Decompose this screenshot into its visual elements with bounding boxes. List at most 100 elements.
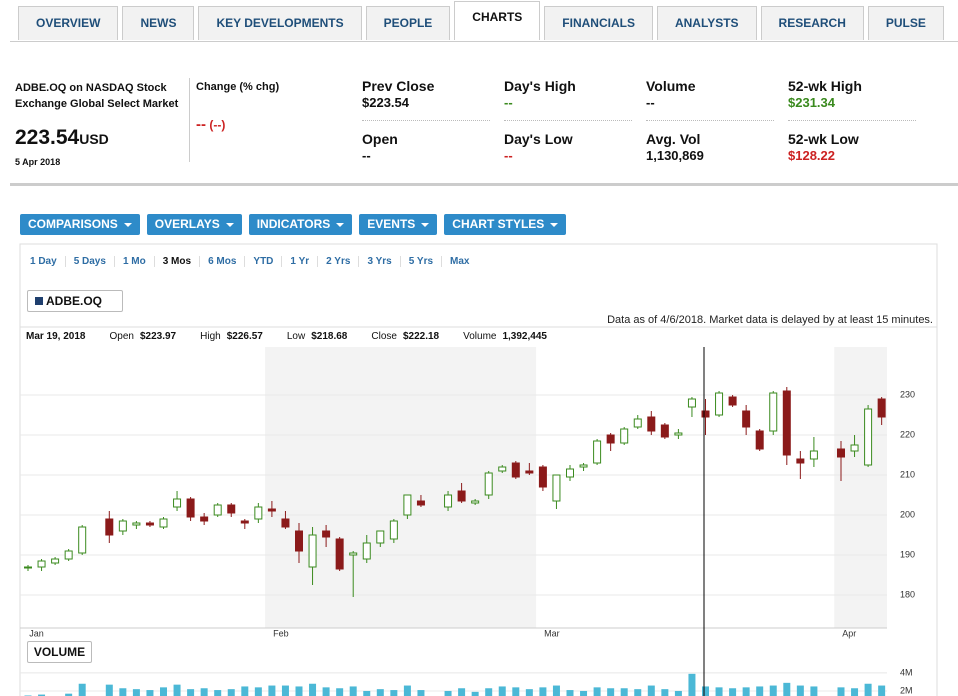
range-button[interactable]: 6 Mos bbox=[199, 256, 244, 267]
candle-body bbox=[877, 398, 886, 418]
tab-bar: OVERVIEW NEWS KEY DEVELOPMENTS PEOPLE CHARTS… bbox=[18, 1, 944, 40]
volume-bar bbox=[661, 689, 669, 696]
currency: USD bbox=[79, 131, 109, 147]
candle-body bbox=[335, 538, 344, 570]
candle-body bbox=[769, 392, 778, 432]
candle-body bbox=[403, 494, 412, 516]
volume-bar bbox=[756, 686, 764, 696]
price: 223.54USD bbox=[15, 126, 109, 150]
field-value: 1,130,869 bbox=[646, 148, 704, 163]
range-button[interactable]: 1 Yr bbox=[281, 256, 317, 267]
candle-body bbox=[105, 518, 114, 536]
dropdown-button[interactable]: COMPARISONS bbox=[20, 214, 140, 235]
candle-body bbox=[145, 522, 154, 526]
instrument-name: ADBE.OQ on NASDAQ Stock Exchange Global … bbox=[15, 82, 179, 110]
divider bbox=[10, 183, 958, 186]
candle-body bbox=[64, 550, 73, 560]
y-tick-label: 190 bbox=[900, 549, 915, 559]
range-button[interactable]: YTD bbox=[244, 256, 281, 267]
info-value: $218.68 bbox=[311, 331, 348, 342]
volume-bar bbox=[783, 682, 791, 696]
tab[interactable]: RESEARCH bbox=[760, 6, 864, 40]
range-button[interactable]: Max bbox=[441, 256, 477, 267]
volume-bar bbox=[620, 688, 628, 696]
tab[interactable]: ANALYSTS bbox=[656, 6, 757, 40]
volume-bar bbox=[214, 690, 222, 696]
range-selector: 1 Day 5 Days 1 Mo 3 Mos 6 Mos YTD 1 Yr 2 Yrs 3 Y… bbox=[30, 256, 477, 267]
field-label: 52-wk Low bbox=[788, 131, 859, 147]
change-pct: (--) bbox=[209, 118, 226, 132]
volume-bar bbox=[200, 688, 208, 696]
legend-label: ADBE.OQ bbox=[46, 294, 103, 308]
range-button[interactable]: 3 Yrs bbox=[358, 256, 399, 267]
tab[interactable]: KEY DEVELOPMENTS bbox=[198, 6, 362, 40]
candle-body bbox=[416, 500, 425, 506]
volume-bar bbox=[119, 688, 127, 696]
range-button[interactable]: 1 Mo bbox=[113, 256, 154, 267]
tab[interactable]: NEWS bbox=[122, 6, 195, 40]
candle-body bbox=[444, 494, 453, 508]
tab[interactable]: FINANCIALS bbox=[544, 6, 653, 40]
range-button[interactable]: 5 Days bbox=[64, 256, 114, 267]
field-value: $223.54 bbox=[362, 95, 409, 110]
candle-body bbox=[78, 526, 87, 554]
dropdown-button[interactable]: EVENTS bbox=[359, 214, 438, 235]
range-button[interactable]: 3 Mos bbox=[153, 256, 199, 267]
hover-info: Mar 19, 2018 Open $223.97 High $226.57 Low $21… bbox=[26, 331, 565, 342]
candle-body bbox=[484, 472, 493, 496]
volume-bar bbox=[498, 686, 506, 696]
change-value: -- bbox=[196, 116, 206, 133]
change: -- (--) bbox=[196, 116, 225, 133]
volume-bar bbox=[593, 687, 601, 696]
range-button[interactable]: 2 Yrs bbox=[317, 256, 358, 267]
volume-bar bbox=[132, 689, 140, 696]
candle-body bbox=[742, 410, 751, 428]
x-tick-label: Apr bbox=[842, 628, 856, 638]
volume-bar bbox=[309, 683, 317, 696]
volume-bar bbox=[336, 688, 344, 696]
volume-bar bbox=[376, 689, 384, 696]
range-button[interactable]: 1 Day bbox=[30, 256, 57, 267]
candle-body bbox=[186, 498, 195, 518]
tab[interactable]: OVERVIEW bbox=[18, 6, 119, 40]
candle-body bbox=[755, 430, 764, 450]
field-label: Prev Close bbox=[362, 78, 435, 94]
dotted-rule bbox=[362, 120, 490, 121]
y-tick-label: 210 bbox=[900, 469, 915, 479]
x-tick-label: Jan bbox=[29, 628, 44, 638]
candle-body bbox=[566, 468, 574, 478]
tab[interactable]: PEOPLE bbox=[365, 6, 451, 40]
candle-body bbox=[633, 418, 642, 428]
dropdown-button[interactable]: OVERLAYS bbox=[146, 214, 242, 235]
volume-bar bbox=[674, 690, 682, 696]
y-tick-label: 200 bbox=[900, 509, 915, 519]
candle-body bbox=[254, 506, 263, 520]
volume-bar bbox=[729, 688, 737, 696]
candle-body bbox=[281, 518, 290, 528]
candle-body bbox=[213, 504, 222, 516]
volume-bar bbox=[444, 690, 452, 696]
candle-body bbox=[701, 410, 710, 418]
volume-bar bbox=[851, 688, 859, 696]
volume-bar bbox=[241, 686, 249, 696]
field-value: $231.34 bbox=[788, 95, 835, 110]
chart-frame bbox=[19, 243, 938, 696]
y-tick-label: 2M bbox=[900, 685, 913, 695]
tab[interactable]: CHARTS bbox=[454, 1, 541, 40]
dotted-rule bbox=[504, 120, 632, 121]
candle-body bbox=[674, 432, 683, 436]
candle-body bbox=[782, 390, 791, 456]
y-tick-label: 220 bbox=[900, 429, 915, 439]
candle-body bbox=[864, 408, 873, 466]
info-label: Open bbox=[109, 331, 134, 342]
dropdown-button[interactable]: INDICATORS bbox=[248, 214, 353, 235]
volume-bar bbox=[105, 684, 113, 696]
month-band bbox=[265, 347, 537, 628]
tab[interactable]: PULSE bbox=[867, 6, 944, 40]
dotted-rule bbox=[788, 120, 916, 121]
dropdown-button[interactable]: CHART STYLES bbox=[444, 214, 567, 235]
range-button[interactable]: 5 Yrs bbox=[399, 256, 441, 267]
candle-body bbox=[362, 542, 371, 560]
candle-body bbox=[715, 392, 724, 416]
